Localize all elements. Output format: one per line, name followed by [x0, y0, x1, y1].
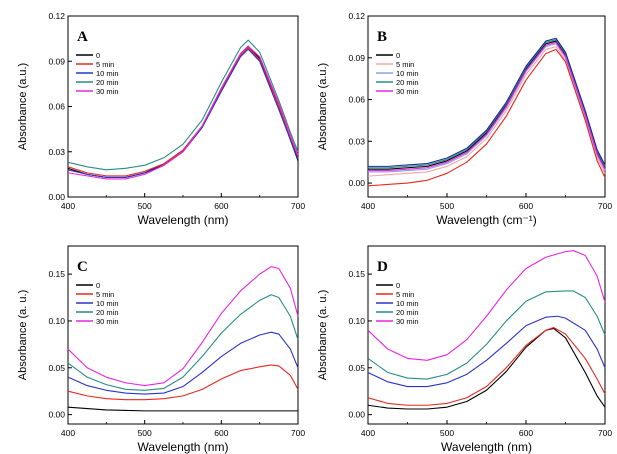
x-tick-label: 700 [598, 428, 612, 438]
series-line-5-min [367, 326, 606, 406]
series-line-0 [67, 406, 298, 412]
y-tick-label: 0.00 [48, 410, 65, 420]
x-tick-label: 700 [291, 201, 305, 211]
x-tick-label: 400 [61, 428, 75, 438]
y-tick-label: 0.15 [348, 269, 365, 279]
y-tick-label: 0.00 [348, 410, 365, 420]
plot-frame [67, 245, 299, 425]
series-line-5-min [67, 364, 299, 401]
panel-a: 400 500 600 700 0.00 0.03 0.06 0.09 0.12 A05 min1… [17, 11, 305, 227]
y-axis-title: Absorbance (a. u.) [317, 290, 329, 381]
x-tick-label: 700 [291, 428, 305, 438]
legend-label: 0 [396, 51, 400, 60]
x-axis-title: Wavelength (nm) [441, 440, 532, 454]
series-line-unlabeled-5 [367, 48, 606, 187]
series-line-30-min [368, 41, 606, 172]
x-tick-label: 500 [440, 428, 454, 438]
series-line-10-min [67, 48, 299, 178]
series-line-unlabeled-6 [368, 37, 606, 167]
y-tick-label: 0.12 [48, 11, 65, 21]
legend-label: 0 [396, 281, 400, 290]
y-tick-label: 0.09 [48, 56, 65, 66]
legend-label: 10 min [396, 69, 419, 78]
y-tick-label: 0.06 [348, 95, 365, 105]
x-tick-label: 600 [519, 201, 533, 211]
series-line-30-min [367, 250, 606, 361]
legend-label: 10 min [96, 299, 119, 308]
y-tick-label: 0.03 [348, 136, 365, 146]
legend-label: 5 min [396, 290, 414, 299]
y-tick-label: 0.00 [348, 178, 365, 188]
plot-frame [367, 245, 606, 425]
x-axis-title: Wavelength (nm) [138, 213, 229, 227]
legend-label: 30 min [396, 317, 419, 326]
x-tick-label: 400 [361, 428, 375, 438]
series-line-20-min [67, 39, 299, 171]
series-line-20-min [67, 294, 299, 391]
y-tick-label: 0.12 [348, 11, 365, 21]
series-line-10-min [67, 331, 299, 395]
x-tick-label: 600 [214, 428, 228, 438]
legend-label: 5 min [96, 60, 114, 69]
legend-label: 0 [96, 281, 100, 290]
legend-label: 20 min [96, 78, 119, 87]
x-tick-label: 500 [138, 201, 152, 211]
x-tick-label: 700 [598, 201, 612, 211]
legend-label: 10 min [396, 299, 419, 308]
x-tick-label: 500 [138, 428, 152, 438]
y-tick-label: 0.10 [348, 316, 365, 326]
legend-label: 20 min [396, 78, 419, 87]
x-tick-label: 400 [361, 201, 375, 211]
series-line-20-min [367, 290, 606, 380]
legend-label: 0 [96, 51, 100, 60]
y-tick-label: 0.05 [48, 363, 65, 373]
series-line-30-min [67, 45, 299, 180]
y-tick-label: 0.03 [48, 147, 65, 157]
legend-label: 30 min [96, 317, 119, 326]
legend-label: 20 min [96, 308, 119, 317]
panel-letter: C [77, 259, 88, 275]
panel-letter: A [77, 29, 88, 45]
legend-label: 30 min [396, 87, 419, 96]
series-line-30-min [67, 266, 299, 387]
series-line-10-min [367, 315, 606, 388]
y-tick-label: 0.05 [348, 363, 365, 373]
panel-letter: D [377, 259, 388, 275]
y-tick-label: 0.06 [48, 102, 65, 112]
panel-b: 400 500 600 700 0.00 0.03 0.06 0.09 0.12 B05 min1… [317, 11, 612, 227]
x-tick-label: 500 [440, 201, 454, 211]
legend-label: 5 min [96, 290, 114, 299]
legend-label: 20 min [396, 308, 419, 317]
x-tick-label: 600 [214, 201, 228, 211]
legend-label: 10 min [96, 69, 119, 78]
y-axis-title: Absorbance (a. u.) [17, 290, 29, 381]
x-tick-label: 400 [61, 201, 75, 211]
y-axis-title: Absorbance (a.u.) [317, 63, 329, 150]
x-axis-title: Wavelength (cm⁻¹) [436, 213, 537, 227]
plot-frame [67, 15, 299, 198]
x-axis-title: Wavelength (nm) [138, 440, 229, 454]
series-line-20-min [368, 39, 606, 169]
legend-label: 5 min [396, 60, 414, 69]
panel-letter: B [377, 29, 387, 45]
y-tick-label: 0.09 [348, 53, 365, 63]
series-line-0 [367, 327, 606, 410]
y-tick-label: 0.15 [48, 269, 65, 279]
y-tick-label: 0.00 [48, 192, 65, 202]
x-tick-label: 600 [519, 428, 533, 438]
legend-label: 30 min [96, 87, 119, 96]
y-tick-label: 0.10 [48, 316, 65, 326]
y-axis-title: Absorbance (a.u.) [17, 63, 29, 150]
